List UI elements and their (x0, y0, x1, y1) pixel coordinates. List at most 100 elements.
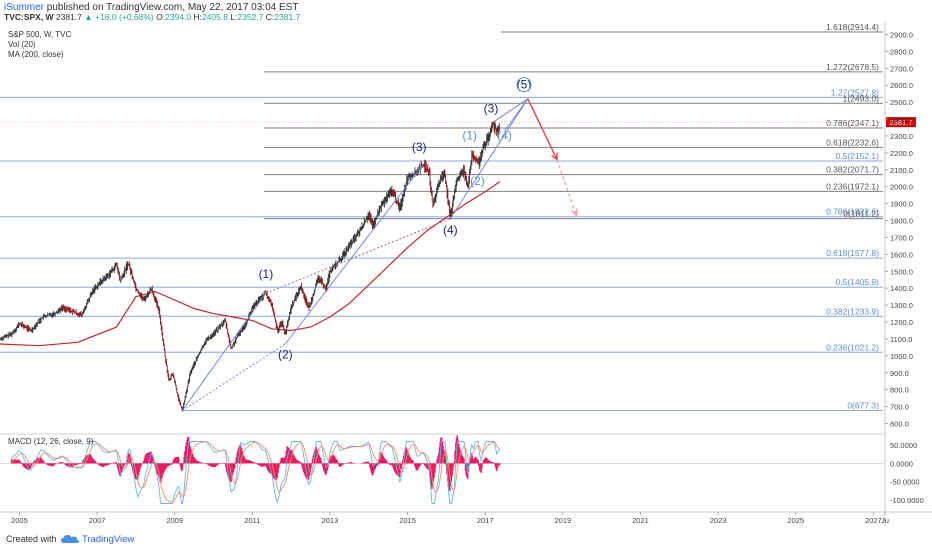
fib-level-label: 1.27(2527.8) (831, 87, 879, 97)
price-axis-tick: 2800.0 (890, 47, 913, 56)
price-axis-tick: 2000.0 (890, 183, 913, 192)
price-axis-tick: 1400.0 (890, 284, 913, 293)
fib-level-label: 0.236(1972.1) (826, 181, 879, 191)
fib-level-label: 0.382(1233.9) (826, 306, 879, 316)
moving-average-layer (0, 181, 501, 347)
wave-label: (1) (259, 267, 274, 281)
price-axis-tick: 1000.0 (890, 352, 913, 361)
wave-label: (1) (462, 128, 477, 142)
time-axis-tick: 2013 (322, 516, 339, 525)
price-axis-tick: 2700.0 (890, 64, 913, 73)
price-series-layer: 2381.7 (0, 117, 916, 412)
tradingview-brand-link[interactable]: TradingView (82, 534, 135, 545)
time-axis-tick: 2005 (11, 516, 28, 525)
fib-level-label: 0.618(2232.6) (826, 137, 879, 147)
legend-title: S&P 500, W, TVC (8, 30, 72, 39)
fib-level-label: 0.236(1021.2) (826, 342, 879, 352)
open-label: O: (156, 12, 166, 22)
time-axis-tick: 2019 (554, 516, 571, 525)
moving-average-line (0, 181, 501, 347)
wave-label: (2) (470, 174, 485, 188)
price-axis-tick: 2500.0 (890, 98, 913, 107)
fib-level-label: 0.786(1822.6) (826, 207, 879, 217)
fib-level-label: 0.786(2347.1) (826, 118, 879, 128)
time-axis-tick: 2023 (710, 516, 727, 525)
price-axis-tick: 800.0 (890, 386, 909, 395)
trend-line (284, 164, 424, 345)
price-axis-tick: 1500.0 (890, 267, 913, 276)
fib-level-label: 0(1811.2) (843, 209, 879, 219)
published-text: published on TradingView.com, May 22, 20… (46, 2, 299, 13)
price-axis-tick: 2900.0 (890, 30, 913, 39)
legend-vol: Vol (20) (8, 40, 36, 49)
legend-ma: MA (200, close) (8, 50, 64, 59)
time-axis-tick: 2007 (89, 516, 106, 525)
time-axis-tick: 2015 (399, 516, 416, 525)
price-chart[interactable]: 1.618(2914.4) 1.272(2678.5) 1.27(2527.8)1(… (0, 22, 932, 526)
macd-axis-tick: -50.0000 (890, 478, 920, 487)
trend-line (449, 98, 529, 219)
tradingview-cloud-icon (60, 532, 80, 550)
low-value: 2352.7 (237, 12, 264, 22)
time-axis-tick: 2021 (632, 516, 649, 525)
price-axis-tick: 700.0 (890, 403, 909, 412)
created-with-text: Created with (6, 534, 57, 544)
trend-line (492, 98, 529, 123)
price-axis-tick: 2400.0 (890, 115, 913, 124)
macd-axis-tick: 50.0000 (890, 441, 917, 450)
fib-level-label: 0.5(2152.1) (836, 151, 880, 161)
price-axis-tick: 1100.0 (890, 335, 912, 344)
chart-header: iSummer published on TradingView.com, Ma… (0, 0, 932, 22)
ohlc-line: TVC:SPX, W 2381.7 ▲ +16.0 (+0.68%) O:239… (4, 12, 300, 22)
price-axis-tick: 1300.0 (890, 301, 913, 310)
price-axis-tick: 2100.0 (890, 166, 913, 175)
price-axis[interactable]: 2900.0 2800.0 2700.0 2600.0 2500.0 2400.0 2300… (885, 30, 924, 505)
price-axis-tick: 600.0 (890, 420, 909, 429)
price-axis-tick: 1900.0 (890, 200, 913, 209)
trend-line (265, 218, 451, 294)
fib-level-label: 0.5(1405.9) (836, 277, 880, 287)
price-axis-tick: 1600.0 (890, 250, 913, 259)
last-price-badge: 2381.7 (890, 118, 913, 127)
trend-line (504, 98, 529, 132)
time-axis-tick: 2025 (787, 516, 804, 525)
last-price: 2381.7 (55, 12, 82, 22)
low-label: L: (230, 12, 238, 22)
time-axis-tick: 2017 (477, 516, 494, 525)
author-name[interactable]: iSummer (4, 2, 45, 13)
time-axis[interactable]: 2005 2007 2009 2011 2013 2015 2017 2019 2021 2023… (11, 512, 889, 525)
time-axis-tick: 2009 (166, 516, 183, 525)
wave-label: (4) (443, 223, 458, 237)
macd-signal-line (11, 441, 500, 503)
wave-label: (3) (412, 140, 427, 154)
close-value: 2381.7 (274, 12, 301, 22)
close-label: C: (265, 12, 275, 22)
wave-labels: (1) (2) (3) (4) (1) (2) (3) (4) (5) (259, 77, 532, 361)
wave-label: (5) (517, 78, 532, 92)
fib-levels: 1.618(2914.4) 1.272(2678.5) 1.27(2527.8)1(… (0, 22, 885, 411)
fib-level-label: 0.382(2071.7) (826, 165, 879, 175)
price-axis-tick: 2300.0 (890, 132, 913, 141)
publish-info: iSummer published on TradingView.com, Ma… (4, 2, 298, 13)
fib-level-label: 1(2493.0) (843, 93, 880, 103)
projection-line (527, 98, 558, 160)
fib-level-label: 0.618(1577.8) (826, 248, 879, 258)
wave-label: (4) (497, 128, 512, 142)
fib-level-label: 1.618(2914.4) (826, 22, 879, 32)
wave-label: (2) (278, 347, 293, 361)
price-axis-tick: 900.0 (890, 369, 909, 378)
wave-label: (3) (484, 101, 499, 115)
trend-line (182, 343, 286, 411)
price-axis-tick: 2600.0 (890, 81, 913, 90)
wave-5-circle (516, 77, 532, 93)
price-axis-tick: 1200.0 (890, 318, 913, 327)
macd-pane (0, 435, 885, 504)
open-value: 2394.0 (165, 12, 192, 22)
price-axis-tick: 1800.0 (890, 217, 913, 226)
trend-lines (181, 98, 529, 411)
legend-macd: MACD (12, 26, close, 9) (8, 437, 94, 446)
time-axis-tick: 2011 (244, 516, 260, 525)
projection-arrow-head (571, 208, 578, 217)
fib-level-label: 1.272(2678.5) (826, 62, 879, 72)
projection-arrows (527, 98, 578, 217)
